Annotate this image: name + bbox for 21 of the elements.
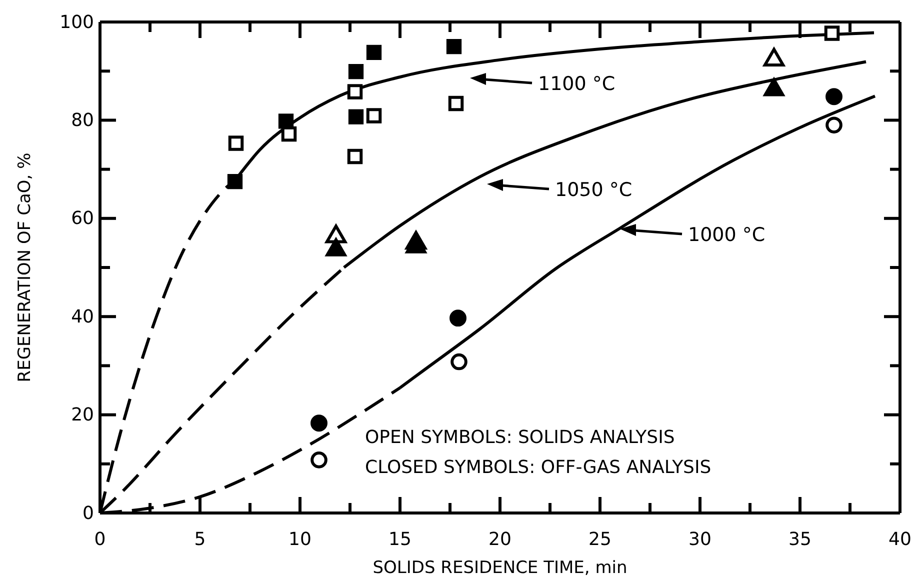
x-tick-label: 10 [288, 529, 312, 550]
x-axis-title: SOLIDS RESIDENCE TIME, min [372, 558, 628, 578]
y-tick-label: 60 [71, 208, 94, 230]
y-tick-label: 40 [71, 306, 94, 328]
y-tick-label: 0 [82, 502, 94, 524]
y-tick-label: 20 [71, 404, 94, 426]
annotation: CLOSED SYMBOLS: OFF-GAS ANALYSIS [365, 457, 712, 478]
annotation: 1100 °C [538, 73, 616, 95]
x-tick-label: 30 [688, 529, 712, 550]
annotation: OPEN SYMBOLS: SOLIDS ANALYSIS [365, 427, 675, 448]
annotation: 1000 °C [688, 224, 766, 246]
x-tick-label: 25 [588, 529, 612, 550]
y-axis-title: REGENERATION OF CaO, % [15, 152, 35, 382]
y-tick-label: 80 [71, 110, 94, 131]
annotation: 1050 °C [555, 179, 632, 201]
y-tick-label: 100 [60, 12, 94, 33]
x-tick-label: 20 [488, 529, 512, 550]
x-tick-label: 15 [388, 529, 412, 550]
x-tick-label: 40 [888, 529, 912, 550]
x-tick-label: 5 [194, 529, 206, 550]
x-tick-label: 35 [788, 529, 812, 550]
